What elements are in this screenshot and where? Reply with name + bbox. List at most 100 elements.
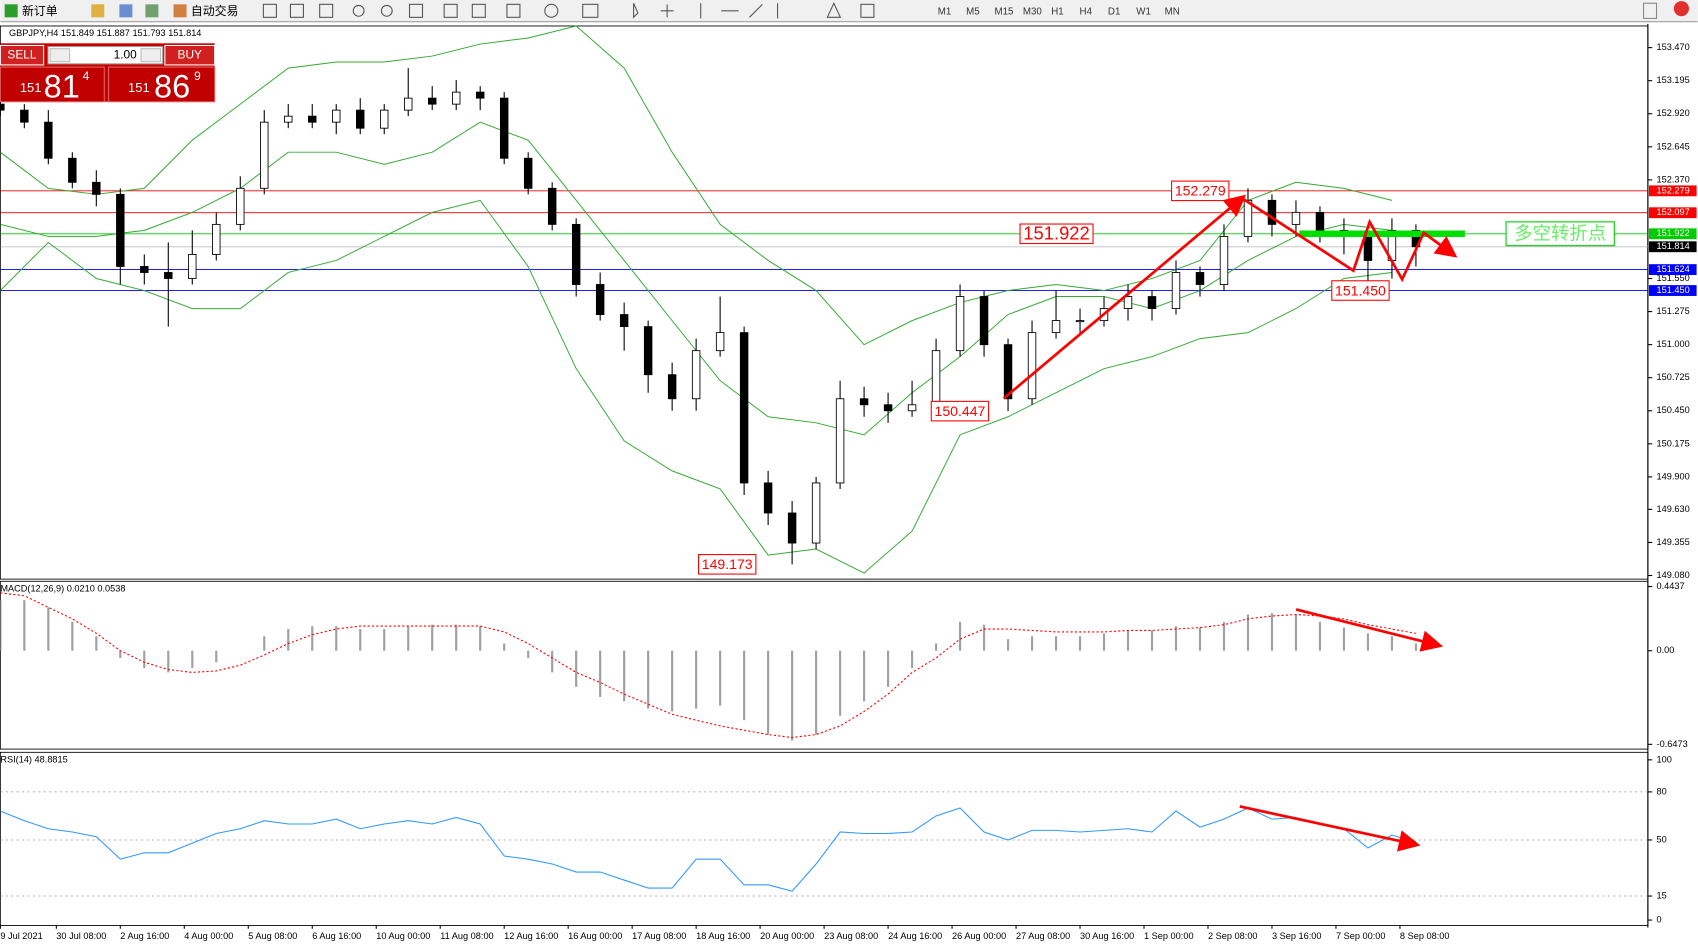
candle-body	[1027, 332, 1037, 400]
turning-point-band	[1299, 230, 1465, 238]
price-line-label: 151.922	[1657, 228, 1690, 238]
candle-body	[715, 332, 725, 352]
timeframe[interactable]: M15	[994, 6, 1013, 17]
y-tick-label: 151.000	[1657, 339, 1690, 349]
x-tick-label: 1 Sep 00:00	[1144, 931, 1194, 941]
candle-body	[595, 284, 605, 316]
candle-body	[44, 121, 53, 159]
price-annotation-box	[1171, 180, 1230, 202]
candle-body	[140, 266, 149, 273]
candle-body	[1075, 320, 1085, 323]
candle-body	[1219, 235, 1229, 285]
candle-body	[68, 157, 77, 183]
trend-arrow	[1241, 196, 1458, 283]
pane-frame	[0, 751, 1649, 926]
notification-badge[interactable]	[1673, 1, 1689, 17]
price-annotation-box	[1331, 280, 1390, 301]
price-line-tag	[1648, 241, 1697, 253]
x-tick-label: 3 Sep 16:00	[1272, 931, 1322, 941]
timeframe[interactable]: W1	[1136, 6, 1151, 17]
timeframe[interactable]: H1	[1051, 6, 1063, 17]
y-tick-label: 149.080	[1657, 570, 1690, 580]
buy-label[interactable]: BUY	[178, 47, 203, 61]
auto-trading[interactable]: 自动交易	[191, 4, 239, 18]
note-box	[1505, 221, 1615, 247]
pane-title: RSI(14) 48.8815	[0, 754, 67, 764]
candle-body	[1171, 272, 1181, 309]
timeframe[interactable]: D1	[1108, 6, 1120, 17]
candle-body	[0, 103, 5, 111]
candle-body	[308, 115, 317, 123]
y-tick-label: 153.470	[1657, 42, 1690, 52]
note: 多空转折点	[1514, 223, 1606, 244]
sell-price-big: 151	[20, 80, 42, 95]
sell-button[interactable]	[0, 44, 45, 66]
candle-body	[763, 482, 773, 514]
y-tick-label: 152.370	[1657, 174, 1690, 184]
candle-body	[547, 187, 557, 225]
buy-price-big: 151	[128, 80, 150, 95]
buy-price-box[interactable]	[108, 66, 216, 103]
candle-body	[643, 326, 653, 376]
buy-button[interactable]	[164, 44, 216, 66]
candle-body	[475, 91, 485, 99]
sell-price-pips: 81	[44, 68, 80, 104]
y-tick-label: 149.355	[1657, 537, 1690, 547]
y-tick-label: 152.920	[1657, 108, 1690, 118]
candle-body	[356, 109, 365, 129]
price-line-label: 151.450	[1657, 285, 1690, 295]
x-tick-label: 16 Aug 00:00	[568, 931, 622, 941]
x-tick-label: 24 Aug 16:00	[888, 931, 942, 941]
candle-body	[1123, 296, 1133, 309]
trend-arrow	[1002, 194, 1247, 400]
y-tick-label: 0.4437	[1657, 581, 1685, 591]
lots-input[interactable]	[47, 46, 164, 65]
sell-price-box[interactable]	[0, 66, 105, 103]
timeframe[interactable]: M1	[938, 6, 952, 17]
price-line-label: 151.814	[1657, 241, 1690, 251]
candle-body	[523, 157, 533, 189]
y-tick-label: 150.450	[1657, 405, 1690, 415]
y-tick-label: 0	[1657, 915, 1662, 925]
trend-arrow	[1295, 608, 1444, 652]
auto-trading-icon[interactable]	[173, 4, 187, 18]
price-line-tag	[1648, 207, 1697, 219]
tool-icon[interactable]	[119, 4, 133, 18]
timeframe[interactable]: MN	[1165, 6, 1180, 17]
candle-body	[835, 398, 845, 484]
candle-body	[380, 109, 389, 129]
timeframe[interactable]: H4	[1080, 6, 1093, 17]
sell-label[interactable]: SELL	[7, 47, 36, 61]
candle-body	[451, 91, 461, 105]
price-annotation: 151.922	[1023, 223, 1089, 244]
candle-body	[260, 121, 269, 189]
candle-body	[116, 193, 125, 267]
trend-arrow	[1239, 805, 1421, 852]
new-order[interactable]: 新订单	[22, 4, 58, 18]
candle-body	[1267, 199, 1277, 225]
candle-body	[619, 314, 629, 328]
x-tick-label: 6 Aug 16:00	[312, 931, 361, 941]
price-annotation: 151.450	[1335, 282, 1386, 298]
lots-value[interactable]: 1.00	[114, 47, 138, 61]
price-line-label: 152.279	[1657, 185, 1690, 195]
candle-body	[1003, 344, 1013, 400]
x-tick-label: 26 Aug 00:00	[952, 931, 1006, 941]
candle-body	[1291, 211, 1301, 225]
macd-signal	[0, 592, 1416, 739]
x-tick-label: 8 Sep 08:00	[1400, 931, 1450, 941]
x-tick-label: 30 Jul 08:00	[56, 931, 106, 941]
timeframe[interactable]: M5	[966, 6, 980, 17]
toolbar-icons[interactable]	[262, 1, 875, 19]
candle-body	[931, 350, 941, 406]
x-tick-label: 5 Aug 08:00	[248, 931, 297, 941]
y-tick-label: 0.00	[1657, 645, 1675, 655]
new-order-icon[interactable]	[4, 4, 18, 18]
y-tick-label: 152.645	[1657, 141, 1690, 151]
price-line-label: 152.097	[1657, 207, 1690, 217]
pane-frame	[0, 25, 1649, 580]
price-line-tag	[1648, 228, 1697, 240]
tool-icon[interactable]	[91, 4, 105, 18]
timeframe[interactable]: M30	[1023, 6, 1043, 17]
tool-icon[interactable]	[145, 4, 159, 18]
